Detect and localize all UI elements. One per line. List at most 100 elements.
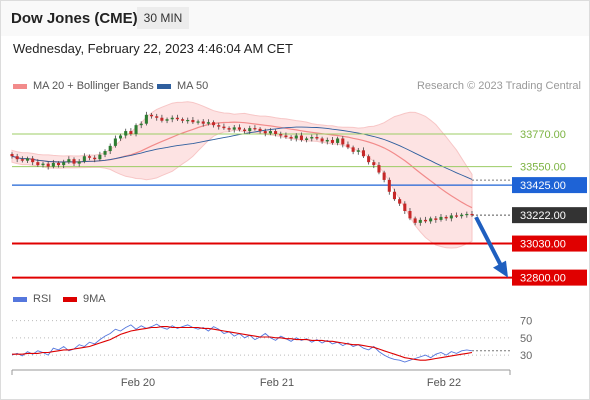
candle-body: [320, 138, 324, 142]
candle-body: [170, 117, 174, 120]
candle-body: [67, 159, 71, 163]
ma20-swatch: [13, 83, 27, 89]
legend-ma20-label: MA 20 + Bollinger Bands: [33, 80, 154, 92]
candle-body: [325, 139, 329, 142]
candle-body: [25, 158, 30, 161]
candle-body: [160, 117, 164, 121]
candle-body: [382, 172, 386, 180]
candle-body: [113, 138, 117, 146]
candle-body: [465, 213, 469, 216]
chart-header: [1, 1, 589, 36]
candle-body: [351, 147, 355, 152]
level-tag-33222.00: [512, 207, 587, 224]
level-tag-33425.00: [512, 177, 587, 194]
candle-body: [315, 137, 319, 139]
candle-body: [87, 156, 92, 158]
rsi-tick-30: 30: [520, 350, 532, 362]
candle-body: [93, 157, 97, 160]
candle-body: [10, 154, 14, 157]
timeframe-badge[interactable]: 30 MIN: [137, 7, 189, 29]
credit-text: Research © 2023 Trading Central: [416, 80, 581, 92]
candle-body: [191, 119, 195, 123]
legend-ma50: MA 50: [157, 80, 208, 92]
candle-body: [155, 116, 159, 118]
candle-body: [372, 162, 376, 166]
candle-body: [15, 156, 19, 160]
candle-body: [212, 122, 216, 126]
candle-body: [51, 162, 55, 167]
x-tick-Feb-21: Feb 21: [260, 377, 294, 389]
candle-body: [377, 165, 381, 173]
candle-body: [196, 121, 200, 123]
candle-body: [77, 161, 81, 164]
candle-body: [330, 139, 334, 143]
legend-rsi-label: RSI: [33, 293, 52, 305]
candle-body: [341, 138, 345, 145]
level-label-33770.00: 33770.00: [520, 129, 566, 141]
candle-body: [434, 218, 438, 220]
legend-rsi: RSI: [13, 293, 51, 305]
candle-body: [305, 138, 309, 140]
candle-body: [279, 134, 283, 136]
candle-body: [284, 135, 288, 137]
candle-body: [408, 211, 412, 219]
date-line: Wednesday, February 22, 2023 4:46:04 AM …: [13, 41, 293, 56]
candle-body: [253, 128, 257, 130]
legend-9ma-label: 9MA: [83, 293, 106, 305]
candle-body: [444, 216, 448, 219]
candle-body: [201, 121, 205, 124]
candle-body: [82, 156, 86, 162]
candle-body: [31, 158, 35, 163]
candle-body: [232, 127, 236, 130]
candle-body: [346, 144, 350, 148]
candle-body: [206, 122, 210, 124]
bollinger-band: [11, 101, 473, 249]
level-label-33425.00: 33425.00: [520, 180, 566, 192]
candle-body: [299, 135, 303, 140]
candle-body: [460, 214, 464, 217]
candle-body: [449, 215, 453, 219]
instrument-title: Dow Jones (CME): [11, 10, 138, 27]
level-label-32800.00: 32800.00: [520, 273, 566, 285]
trend-arrow-shaft: [474, 216, 503, 267]
candle-body: [258, 128, 262, 132]
level-label-33030.00: 33030.00: [520, 239, 566, 251]
candle-body: [119, 135, 123, 139]
candle-body: [129, 131, 133, 135]
candle-body: [103, 151, 107, 155]
candle-body: [56, 162, 61, 166]
x-tick-Feb-22: Feb 22: [427, 377, 461, 389]
candle-body: [62, 162, 66, 166]
rsi-line: [11, 323, 473, 363]
rsi-tick-50: 50: [520, 333, 532, 345]
candle-body: [165, 119, 169, 121]
level-tag-33030.00: [512, 235, 587, 252]
level-tag-32800.00: [512, 269, 587, 286]
candle-body: [423, 219, 428, 222]
candle-body: [470, 213, 474, 216]
candle-body: [336, 138, 340, 143]
candle-body: [268, 131, 272, 134]
candle-body: [41, 163, 45, 166]
candle-body: [387, 179, 391, 192]
candle-body: [72, 159, 76, 164]
candle-body: [398, 199, 402, 204]
candle-body: [108, 145, 112, 152]
legend-ma20: MA 20 + Bollinger Bands: [13, 80, 154, 92]
candle-body: [263, 131, 267, 134]
candle-body: [294, 135, 298, 139]
candle-body: [454, 215, 459, 217]
9ma-swatch: [63, 296, 77, 302]
candle-body: [181, 119, 185, 121]
rsi-swatch: [13, 296, 27, 302]
ma50-swatch: [157, 83, 171, 89]
candle-body: [248, 128, 252, 132]
candle-body: [413, 218, 417, 223]
candle-body: [429, 218, 433, 222]
candle-body: [175, 117, 179, 120]
legend-ma50-label: MA 50: [177, 80, 209, 92]
candle-body: [237, 127, 241, 130]
level-label-33222.00: 33222.00: [520, 210, 566, 222]
candle-body: [144, 114, 148, 124]
